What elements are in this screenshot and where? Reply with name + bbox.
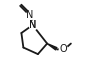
Text: N: N — [29, 20, 36, 30]
Text: O: O — [59, 44, 67, 54]
Text: N: N — [26, 10, 34, 20]
Text: N: N — [29, 20, 36, 30]
Polygon shape — [47, 44, 57, 50]
